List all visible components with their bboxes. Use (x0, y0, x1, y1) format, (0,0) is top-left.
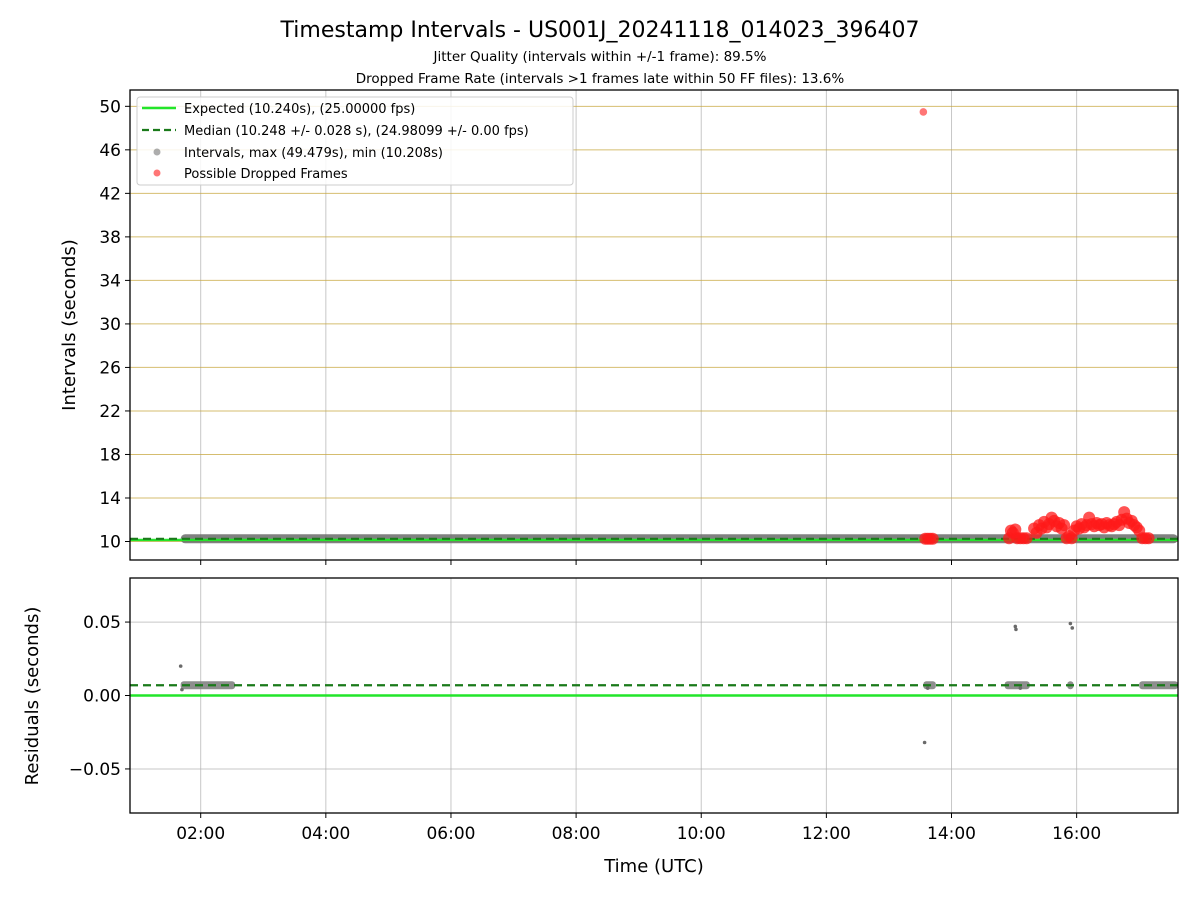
y-tick-label: 34 (99, 271, 121, 291)
y-tick-label: −0.05 (69, 760, 121, 780)
y-tick-label: 14 (99, 489, 121, 509)
chart-title: Timestamp Intervals - US001J_20241118_01… (280, 18, 920, 43)
y-tick-label: 18 (99, 445, 121, 465)
y-tick-label: 46 (99, 141, 121, 161)
y-tick-label: 38 (99, 228, 121, 248)
y-axis-label-residuals: Residuals (seconds) (22, 607, 43, 786)
x-tick-label: 14:00 (927, 824, 976, 844)
residual-point (178, 664, 183, 668)
y-tick-label: 0.05 (83, 613, 121, 633)
x-tick-label: 04:00 (301, 824, 350, 844)
dropped-frame-point (1058, 519, 1071, 532)
legend-entry-label: Intervals, max (49.479s), min (10.208s) (184, 146, 443, 161)
y-tick-label: 10 (99, 533, 121, 553)
plot-area (130, 108, 1178, 545)
residual-point (1013, 624, 1018, 629)
residual-point (180, 687, 184, 692)
residual-point (1014, 627, 1018, 632)
x-tick-label: 16:00 (1052, 824, 1101, 844)
y-tick-label: 22 (99, 402, 121, 422)
residuals-panel: 02:00 04:00 06:00 08:00 10:00 12:00 14:00 16:00… (69, 577, 1179, 844)
residual-points-cluster (180, 681, 236, 690)
dropped-frame-point (919, 108, 928, 116)
x-tick-label: 10:00 (677, 824, 726, 844)
residual-point (1018, 686, 1023, 690)
axes-frame (129, 89, 1179, 561)
dropped-frame-point (1142, 532, 1155, 545)
axes-frame (129, 577, 1179, 814)
x-tick-label: 06:00 (426, 824, 475, 844)
y-tick-label: 30 (99, 315, 121, 335)
y-axis-label-intervals: Intervals (seconds) (59, 239, 80, 411)
plot-area (130, 621, 1178, 745)
legend: Expected (10.240s), (25.00000 fps) Median… (136, 96, 574, 186)
legend-box (136, 96, 574, 186)
y-tick-label: 26 (99, 358, 121, 378)
x-axis-label: Time (UTC) (603, 856, 704, 877)
x-tick-label: 08:00 (552, 824, 601, 844)
chart-subtitle-jitter: Jitter Quality (intervals within +/-1 fr… (433, 49, 767, 65)
dropped-frame-point (1020, 532, 1033, 545)
y-tick-label: 42 (99, 184, 121, 204)
intervals-panel: 10 14 18 22 26 30 34 38 42 46 50 (99, 89, 1179, 565)
dropped-frame-point (926, 532, 939, 545)
x-tick-label: 02:00 (176, 824, 225, 844)
residual-point (1070, 626, 1075, 630)
legend-intervals-swatch (153, 148, 161, 156)
residual-point (1068, 621, 1073, 626)
legend-entry-label: Median (10.248 +/- 0.028 s), (24.98099 +… (184, 124, 529, 139)
y-tick-label: 50 (99, 97, 121, 117)
residual-point (925, 686, 930, 690)
y-tick-label: 0.00 (83, 687, 121, 707)
legend-dropped-swatch (153, 169, 161, 177)
legend-entry-label: Expected (10.240s), (25.00000 fps) (184, 102, 415, 117)
x-tick-label: 12:00 (802, 824, 851, 844)
legend-entry-label: Possible Dropped Frames (184, 167, 348, 182)
chart-subtitle-dropped: Dropped Frame Rate (intervals >1 frames … (356, 71, 845, 87)
residual-point (922, 740, 927, 745)
